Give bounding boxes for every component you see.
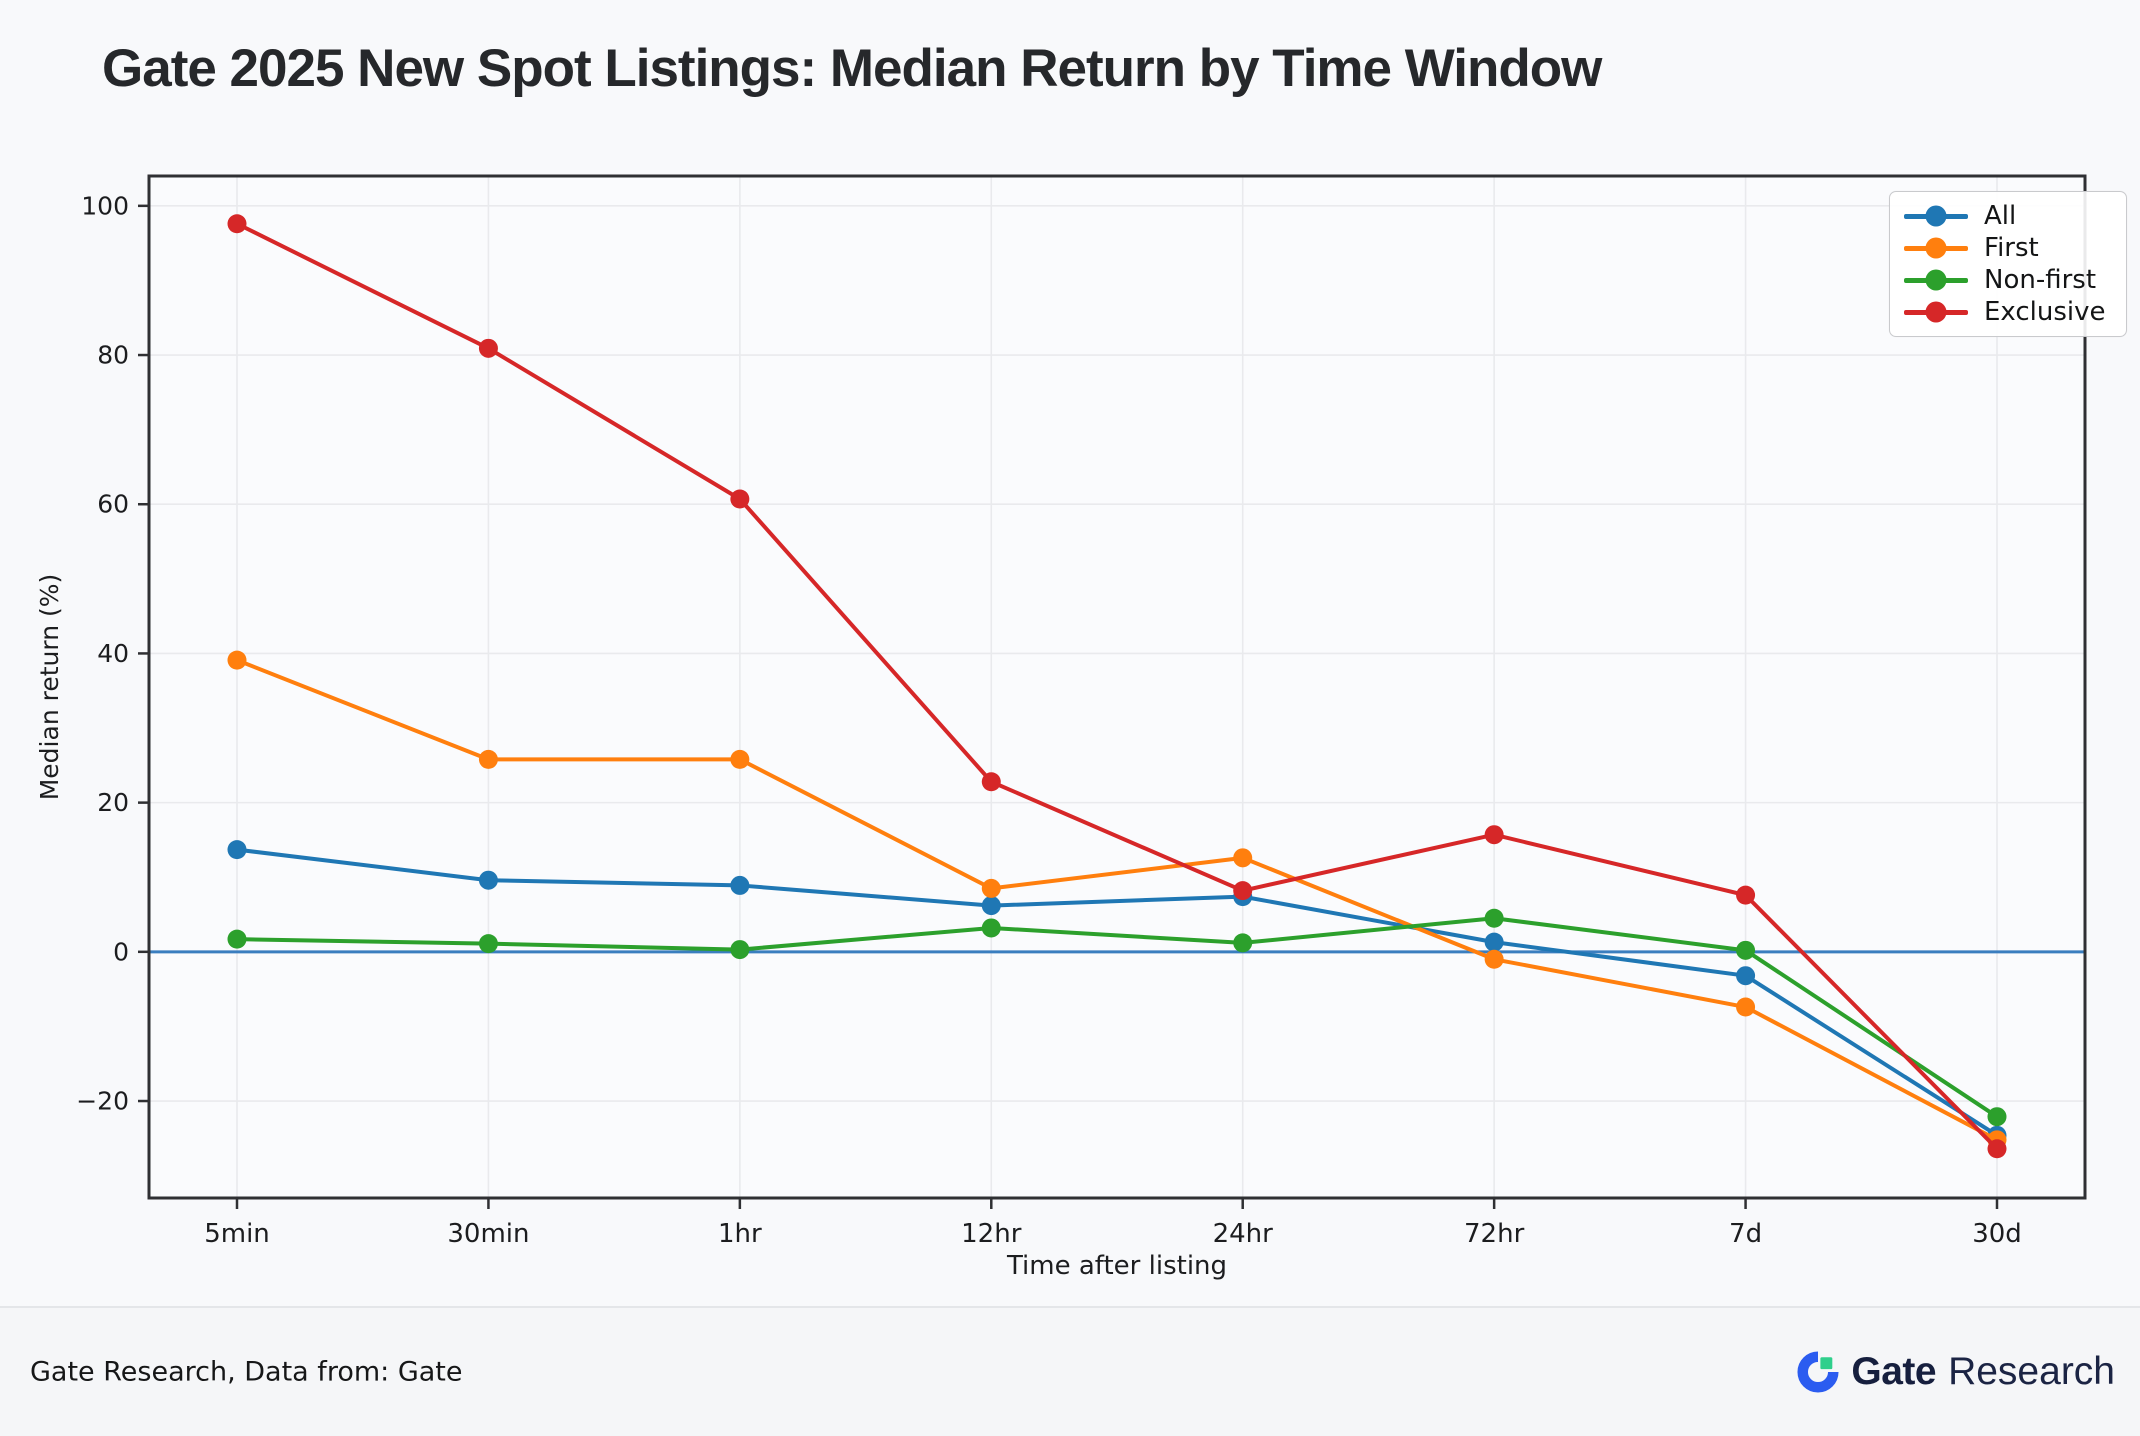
point-all-7d [1736,966,1756,986]
x-tick-label-5min: 5min [204,1219,270,1249]
y-tick-label-100: 100 [81,191,129,220]
legend-marker-all [1904,205,1968,227]
legend-item-exclusive: Exclusive [1904,299,2106,325]
point-first-72hr [1484,949,1504,969]
point-exclusive-30min [478,338,498,358]
point-non-first-5min [227,929,247,949]
legend-label-non-first: Non-first [1984,265,2097,295]
chart-canvas: 100 80 60 40 20 0 −20 5min 30min 1hr 12hr 24hr 72hr 7… [35,174,2087,1281]
y-axis-label: Median return (%) [35,574,64,801]
legend-item-non-first: Non-first [1904,267,2106,293]
y-tick-label-40: 40 [97,639,129,668]
point-non-first-24hr [1233,933,1253,953]
footer-source-text: Gate Research, Data from: Gate [30,1356,463,1388]
plot-border [147,174,2087,1200]
x-tick-label-7d: 7d [1729,1219,1762,1249]
point-non-first-1hr [730,940,750,960]
footer: Gate Research, Data from: Gate Gate Rese… [0,1306,2140,1436]
legend-marker-exclusive [1904,301,1968,323]
point-first-24hr [1233,848,1253,868]
brand-lockup: Gate Research [1797,1350,2115,1394]
legend-marker-first [1904,237,1968,259]
point-first-12hr [981,878,1001,898]
series-line-exclusive [236,221,1999,1151]
point-first-7d [1736,997,1756,1017]
x-tick-label-1hr: 1hr [718,1219,762,1249]
legend-label-all: All [1984,201,2017,231]
point-exclusive-24hr [1233,881,1253,901]
point-first-30min [478,749,498,769]
legend-item-first: First [1904,235,2106,261]
x-tick-label-24hr: 24hr [1213,1219,1274,1249]
point-exclusive-1hr [730,489,750,509]
point-exclusive-7d [1736,885,1756,905]
point-all-30min [478,870,498,890]
point-first-5min [227,650,247,670]
point-exclusive-12hr [981,772,1001,792]
x-tick-label-30min: 30min [447,1219,529,1249]
brand-suffix: Research [1948,1350,2115,1393]
legend-label-first: First [1984,233,2039,263]
page-title: Gate 2025 New Spot Listings: Median Retu… [102,39,1602,98]
point-all-1hr [730,875,750,895]
y-tick-label-60: 60 [97,490,129,519]
series-line-non-first [236,916,1999,1119]
point-all-12hr [981,896,1001,916]
point-all-72hr [1484,932,1504,952]
series-line-all [236,847,1999,1138]
y-tick-label-0: 0 [113,937,129,966]
plot-area [149,176,2085,1198]
point-non-first-30min [478,934,498,954]
point-non-first-72hr [1484,908,1504,928]
y-tick-label-80: 80 [97,341,129,370]
gate-logo-icon [1797,1351,1839,1393]
x-axis-label: Time after listing [1006,1251,1227,1281]
point-exclusive-5min [227,214,247,234]
legend: All First Non-first Exclusive [1889,191,2127,337]
legend-item-all: All [1904,203,2106,229]
x-tick-label-30d: 30d [1972,1219,2022,1249]
y-tick-label-20: 20 [97,788,129,817]
x-tick-label-72hr: 72hr [1464,1219,1525,1249]
point-first-1hr [730,749,750,769]
series-line-first [236,658,1998,1142]
legend-marker-non-first [1904,269,1968,291]
point-exclusive-72hr [1484,825,1504,845]
point-non-first-30d [1987,1107,2007,1127]
legend-label-exclusive: Exclusive [1984,297,2106,327]
point-exclusive-30d [1987,1139,2007,1159]
point-non-first-12hr [981,918,1001,938]
brand-name: Gate [1851,1350,1937,1393]
x-tick-label-12hr: 12hr [961,1219,1022,1249]
y-tick-label--20: −20 [76,1087,129,1116]
point-all-5min [227,840,247,860]
point-non-first-7d [1736,940,1756,960]
